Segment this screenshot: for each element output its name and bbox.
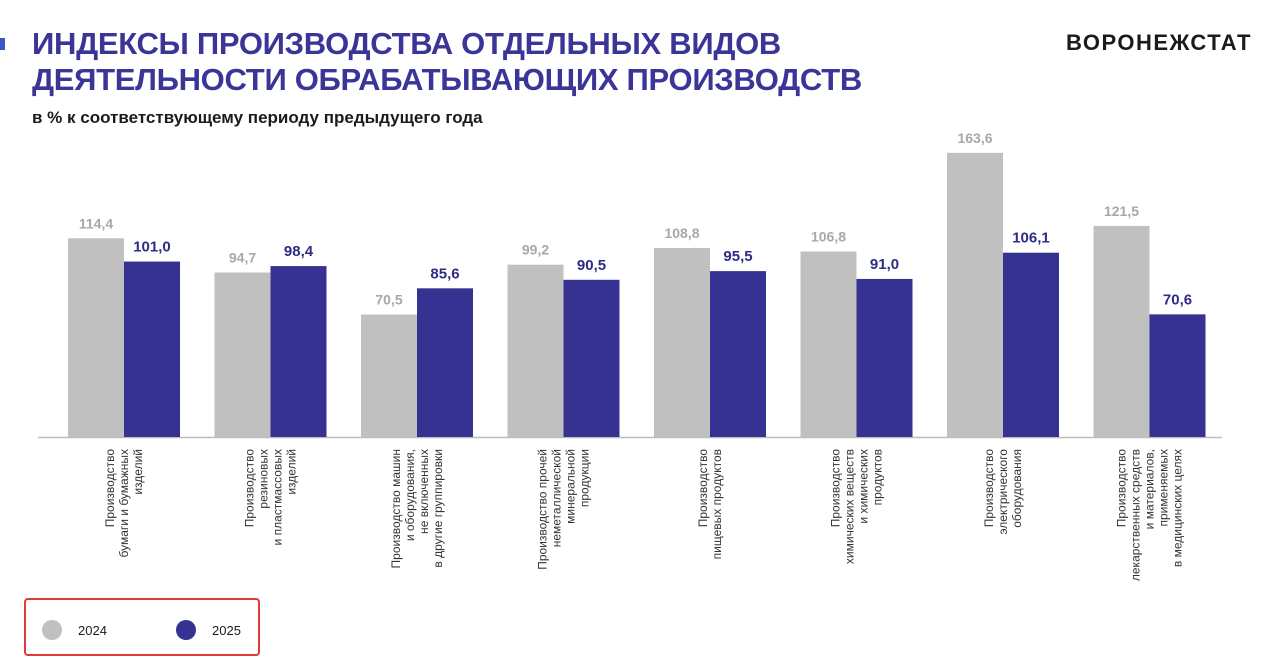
category-label-line: электрического — [996, 449, 1010, 535]
data-label-2024-2: 94,7 — [229, 250, 256, 266]
category-label-4: Производство прочей неметаллической минера… — [536, 449, 592, 570]
category-label-line: пищевых продуктов — [710, 449, 724, 559]
data-label-2024-5: 108,8 — [664, 225, 699, 241]
category-label-line: Производство машин — [389, 449, 403, 568]
data-label-2025-4: 90,5 — [577, 257, 606, 274]
bar-2025-4 — [563, 279, 620, 437]
data-label-2024-8: 121,5 — [1104, 203, 1139, 219]
bar-2024-5 — [654, 248, 710, 437]
category-label-line: изделий — [131, 449, 145, 495]
data-label-2024-7: 163,6 — [957, 130, 992, 146]
page-title: ИНДЕКСЫ ПРОИЗВОДСТВА ОТДЕЛЬНЫХ ВИДОВ ДЕЯ… — [32, 26, 862, 98]
category-label-line: и оборудования, — [403, 449, 417, 541]
bar-2025-8 — [1149, 314, 1206, 437]
category-label-8: Производство лекарственных средств и матер… — [1115, 449, 1185, 581]
bar-2024-6 — [800, 251, 857, 437]
chart-legend: 2024 2025 — [24, 598, 260, 656]
data-label-2025-6: 91,0 — [870, 256, 899, 273]
category-label-line: Производство — [982, 449, 996, 528]
category-label-line: минеральной — [564, 449, 578, 524]
category-label-6: Производство химических веществ и химическ… — [829, 449, 885, 564]
category-label-line: Производство — [1115, 449, 1129, 528]
data-label-2024-3: 70,5 — [375, 292, 402, 308]
bar-2024-7 — [947, 152, 1003, 438]
legend-swatch-2024 — [42, 620, 62, 640]
category-label-line: бумаги и бумажных — [117, 449, 131, 558]
title-line-1: ИНДЕКСЫ ПРОИЗВОДСТВА ОТДЕЛЬНЫХ ВИДОВ — [32, 26, 782, 61]
category-label-line: Производство прочей — [536, 449, 550, 570]
category-label-line: Производство — [696, 449, 710, 528]
category-label-1: Производство бумаги и бумажных изделий — [103, 449, 145, 558]
data-label-2025-2: 98,4 — [284, 243, 314, 260]
bar-2024-1 — [68, 238, 124, 437]
legend-label-2025: 2025 — [212, 622, 241, 638]
category-label-line: и пластмассовых — [271, 449, 285, 545]
category-label-line: резиновых — [257, 449, 271, 509]
legend-item-2024: 2024 — [42, 620, 107, 640]
bar-2024-8 — [1093, 225, 1150, 437]
category-label-2: Производство резиновых и пластмассовых изде… — [243, 449, 299, 546]
category-label-line: изделий — [285, 449, 299, 495]
category-label-line: в медицинских целях — [1171, 449, 1185, 567]
data-label-2025-3: 85,6 — [430, 265, 459, 282]
data-label-2025-7: 106,1 — [1012, 230, 1050, 247]
legend-label-2024: 2024 — [78, 622, 107, 638]
bar-2025-3 — [417, 288, 473, 437]
bar-2025-1 — [124, 261, 180, 437]
bar-2024-3 — [361, 314, 417, 437]
category-label-5: Производство пищевых продуктов — [696, 449, 724, 560]
data-label-2025-8: 70,6 — [1163, 291, 1192, 308]
data-label-2025-5: 95,5 — [723, 248, 752, 265]
category-label-line: неметаллической — [550, 449, 564, 547]
bar-2025-5 — [710, 271, 766, 437]
category-label-line: оборудования — [1010, 449, 1024, 528]
category-label-line: не включенных — [417, 449, 431, 534]
category-label-line: и материалов, — [1143, 449, 1157, 529]
brand-logo-text: ВОРОНЕЖСТАТ — [1066, 30, 1252, 55]
accent-marker — [0, 38, 5, 50]
category-label-line: Производство — [829, 449, 843, 528]
category-label-line: химических веществ — [843, 449, 857, 564]
data-label-2024-1: 114,4 — [79, 215, 113, 231]
bar-2024-4 — [507, 264, 564, 437]
category-label-line: Производство — [243, 449, 257, 528]
category-label-3: Производство машин и оборудования, не вклю… — [389, 449, 445, 568]
category-label-line: лекарственных средств — [1129, 449, 1143, 581]
data-label-2025-1: 101,0 — [133, 239, 171, 256]
category-label-7: Производство электрического оборудования — [982, 449, 1024, 535]
bar-2024-2 — [214, 272, 271, 437]
bar-2025-6 — [856, 278, 913, 437]
category-label-line: продуктов — [871, 449, 885, 505]
category-label-line: продукции — [578, 449, 592, 507]
legend-item-2025: 2025 — [176, 620, 241, 640]
category-label-line: и химических — [857, 449, 871, 524]
category-label-line: применяемых — [1157, 449, 1171, 526]
data-label-2024-4: 99,2 — [522, 242, 549, 258]
bar-2025-7 — [1003, 252, 1059, 437]
chart-subtitle: в % к соответствующему периоду предыдуще… — [32, 108, 483, 127]
bar-2025-2 — [270, 266, 327, 437]
category-label-line: в другие группировки — [431, 449, 445, 568]
title-line-2: ДЕЯТЕЛЬНОСТИ ОБРАБАТЫВАЮЩИХ ПРОИЗВОДСТВ — [32, 62, 862, 97]
legend-swatch-2025 — [176, 620, 196, 640]
category-label-line: Производство — [103, 449, 117, 528]
data-label-2024-6: 106,8 — [811, 228, 846, 244]
